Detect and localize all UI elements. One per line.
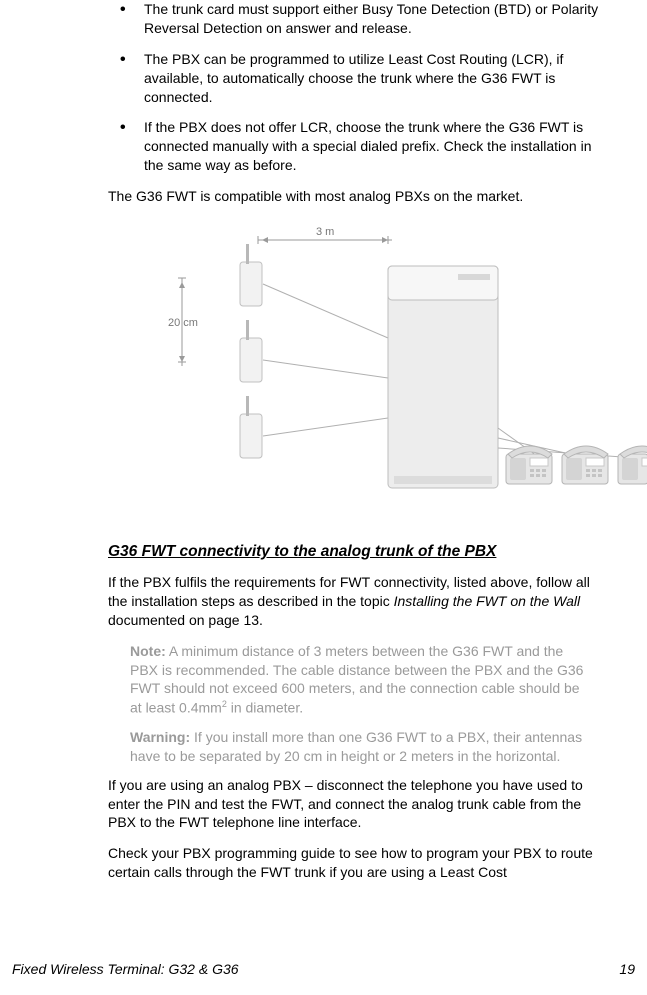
intro-post: documented on page 13. [108, 612, 263, 628]
warning-body: If you install more than one G36 FWT to … [130, 729, 582, 764]
warning-block: Warning: If you install more than one G3… [130, 728, 590, 766]
section-heading: G36 FWT connectivity to the analog trunk… [108, 543, 608, 561]
pbx-box [388, 266, 498, 488]
warning-lead: Warning: [130, 729, 190, 745]
dim-top-label: 3 m [316, 226, 334, 238]
note-body: A minimum distance of 3 meters between t… [130, 643, 583, 716]
bullet-list: The trunk card must support either Busy … [108, 0, 608, 175]
footer-title: Fixed Wireless Terminal: G32 & G36 [12, 961, 239, 977]
note-lead: Note: [130, 643, 166, 659]
intro-para: If the PBX fulfils the requirements for … [108, 573, 608, 630]
fwt-unit [240, 244, 388, 458]
note-tail: in diameter. [227, 700, 303, 716]
note-block: Note: A minimum distance of 3 meters bet… [130, 642, 590, 718]
footer-page-number: 19 [619, 961, 635, 977]
intro-em: Installing the FWT on the Wall [394, 593, 580, 609]
bullet-item: The trunk card must support either Busy … [108, 0, 608, 38]
guide-para: Check your PBX programming guide to see … [108, 844, 608, 882]
bullet-item: The PBX can be programmed to utilize Lea… [108, 50, 608, 107]
dim-left-label: 20 cm [168, 317, 198, 329]
analog-para: If you are using an analog PBX – disconn… [108, 776, 608, 833]
compat-text: The G36 FWT is compatible with most anal… [108, 187, 608, 206]
phone-group [498, 428, 647, 484]
page-footer: Fixed Wireless Terminal: G32 & G36 19 [12, 961, 635, 977]
bullet-item: If the PBX does not offer LCR, choose th… [108, 118, 608, 175]
figure-pbx-diagram: 3 m 20 cm [168, 218, 647, 513]
